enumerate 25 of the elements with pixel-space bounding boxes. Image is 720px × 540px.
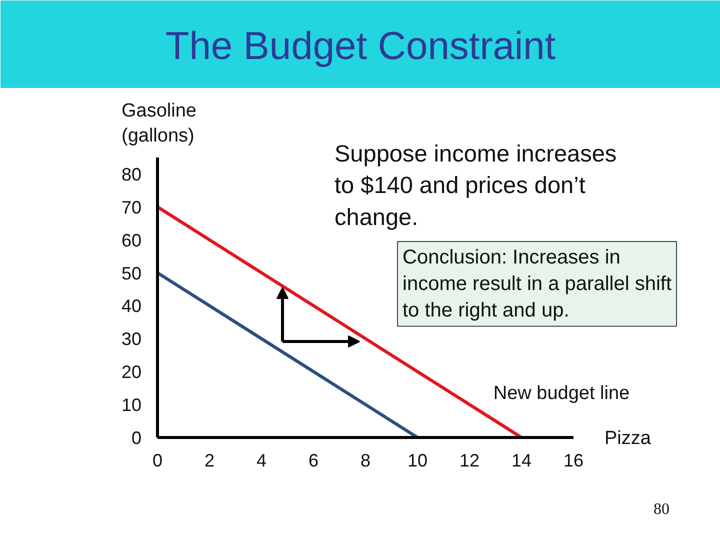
y-axis-title: Gasoline (gallons) [122,100,196,147]
y-tick-label: 50 [121,263,142,284]
y-tick-label: 60 [121,230,142,250]
y-tick-label: 30 [121,329,142,350]
x-tick-label: 16 [563,450,584,470]
text: 80 [654,501,670,518]
x-tick-label: 4 [256,450,267,470]
y-tick-label: 10 [121,395,142,416]
x-tick-label: 10 [407,450,428,470]
y-tick-label: 80 [121,164,142,184]
annotation: Suppose income increases to $140 and prices don’t change. [334,140,617,230]
x-tick-label: 12 [459,450,480,470]
x-tick-label: 6 [308,450,319,470]
series-label: New budget line [493,383,630,404]
y-tick-label: 20 [121,362,142,382]
y-tick-label: 40 [121,296,142,316]
x-tick-label: 14 [511,450,532,470]
x-tick-label: 0 [152,450,163,470]
chart-title: The Budget Constraint [165,24,556,68]
y-tick-label: 0 [131,428,142,448]
y-tick-label: 70 [121,197,142,218]
annotation: Conclusion: Increases in income result in a parallel shift to the right and up. [402,246,672,322]
x-axis-title: Pizza [604,428,652,449]
x-tick-label: 8 [360,450,371,470]
x-tick-label: 2 [204,450,215,470]
